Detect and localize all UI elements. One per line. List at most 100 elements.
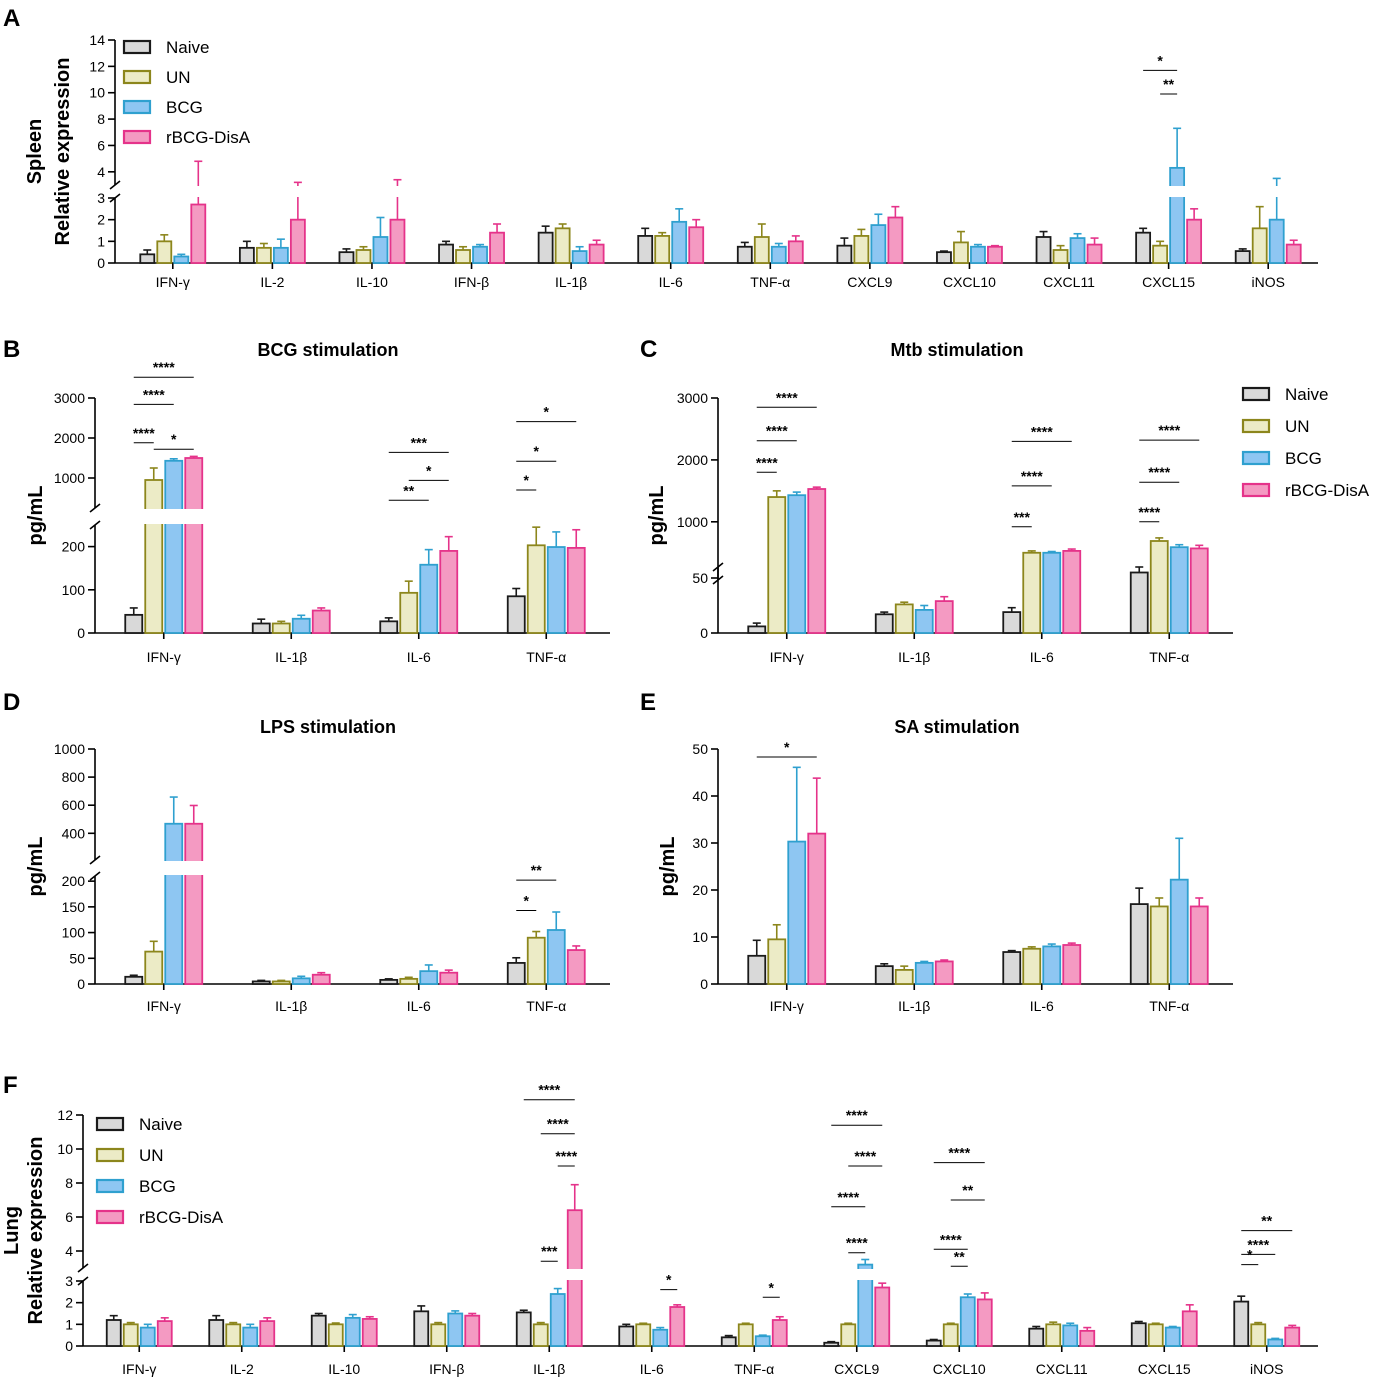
significance-label: ** [1261, 1213, 1272, 1229]
significance-label: *** [541, 1243, 558, 1259]
panel-letter: C [640, 336, 657, 363]
x-tick-label: IFN-γ [770, 649, 804, 665]
bar [344, 1316, 361, 1347]
bar [836, 244, 853, 264]
chart-title: SA stimulation [894, 717, 1019, 737]
significance-label: **** [766, 423, 788, 439]
chart-title: BCG stimulation [257, 340, 398, 360]
bar [1284, 1326, 1301, 1347]
y-tick-label: 0 [97, 255, 105, 271]
bar [1062, 944, 1082, 985]
bar [737, 1323, 754, 1347]
panel-C: C Mtb stimulation pg/mL 0 50 1000 2000 3000 IFN-… [640, 336, 1370, 665]
bar [122, 1323, 139, 1347]
bar [291, 977, 311, 985]
bar [225, 1323, 242, 1347]
bar [419, 970, 439, 985]
y-tick-label: 400 [62, 825, 86, 841]
x-tick-label: iNOS [1250, 1361, 1283, 1377]
bar [1022, 947, 1042, 985]
bar [566, 949, 586, 985]
bar [173, 255, 190, 264]
bar [588, 243, 605, 264]
bar [389, 218, 406, 264]
bar [439, 550, 459, 634]
bar [438, 243, 454, 264]
bar [874, 613, 894, 634]
bar [379, 978, 399, 985]
y-tick-label: 2000 [54, 430, 85, 446]
bar [936, 251, 952, 264]
significance-label: **** [837, 1189, 859, 1205]
bar [934, 960, 954, 985]
axis-break [77, 1263, 89, 1273]
y-tick-label: 2000 [677, 452, 708, 468]
x-tick-label: IL-6 [407, 998, 431, 1014]
bar [1052, 249, 1069, 264]
significance-label: **** [776, 389, 798, 405]
bar [255, 246, 272, 264]
panel-letter: A [3, 5, 20, 32]
x-tick-label: IL-6 [1030, 649, 1054, 665]
bar [1149, 905, 1169, 985]
bar [105, 1319, 122, 1347]
y-tick-label: 12 [89, 58, 105, 74]
y-tick-label: 2 [65, 1295, 73, 1311]
bar [1169, 166, 1186, 264]
x-tick-label: IFN-β [429, 1361, 464, 1377]
bar [355, 249, 372, 264]
significance-label: **** [1031, 423, 1053, 439]
y-tick-label: 6 [97, 137, 105, 153]
bar [184, 822, 204, 985]
bar [546, 546, 566, 634]
y-tick-label: 10 [57, 1141, 73, 1157]
significance-label: **** [1138, 504, 1160, 520]
bar [753, 236, 770, 264]
bar [767, 938, 787, 985]
bar [184, 457, 204, 634]
bar [238, 246, 255, 264]
bar [549, 1293, 566, 1347]
bar [526, 544, 546, 634]
bar [1035, 236, 1052, 264]
bar [124, 613, 144, 634]
legend-swatch [122, 129, 152, 145]
bar [934, 600, 954, 634]
y-tick-label: 8 [97, 111, 105, 127]
y-tick-label: 6 [65, 1209, 73, 1225]
significance-label: **** [547, 1116, 569, 1132]
bar [635, 1323, 652, 1347]
x-tick-label: IFN-γ [156, 274, 190, 290]
bar [747, 625, 767, 634]
legend-swatch [1241, 450, 1271, 466]
bar [139, 1326, 156, 1347]
bar [770, 245, 787, 264]
bar [1079, 1329, 1096, 1347]
bar [747, 954, 767, 985]
axis-break [89, 520, 101, 530]
significance-label: * [1157, 52, 1163, 68]
axis-break [77, 1276, 89, 1286]
bar [870, 224, 887, 264]
bar [1268, 218, 1285, 264]
y-tick-label: 10 [692, 929, 708, 945]
bar [914, 609, 934, 634]
bar [372, 236, 389, 264]
bar [771, 1319, 788, 1347]
x-tick-label: IFN-γ [122, 1361, 156, 1377]
y-tick-label: 0 [65, 1338, 73, 1354]
y-tick-label: 50 [692, 741, 708, 757]
bar [637, 235, 654, 264]
x-tick-label: IL-2 [260, 274, 284, 290]
legend-swatch [122, 69, 152, 85]
significance-label: * [534, 443, 540, 459]
bar [190, 203, 207, 264]
x-tick-label: IL-1β [275, 998, 307, 1014]
x-tick-label: IFN-γ [147, 998, 181, 1014]
significance-label: **** [846, 1107, 868, 1123]
x-tick-label: IFN-γ [770, 998, 804, 1014]
panel-letter: B [3, 336, 20, 363]
bar [164, 822, 184, 985]
y-tick-label: 3000 [54, 390, 85, 406]
